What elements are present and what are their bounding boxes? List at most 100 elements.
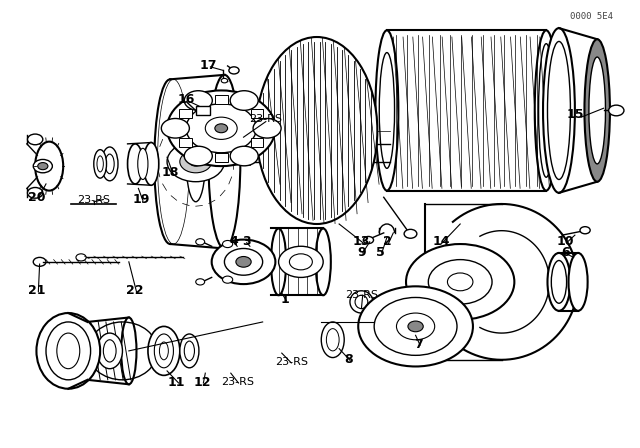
Circle shape [196,279,205,285]
Text: 20: 20 [28,191,45,204]
Ellipse shape [154,334,173,368]
Ellipse shape [103,340,116,362]
Circle shape [358,286,473,366]
Circle shape [223,276,233,283]
Text: 3: 3 [243,235,251,248]
Circle shape [428,260,492,304]
Circle shape [406,244,515,320]
Ellipse shape [209,129,221,154]
Text: 21: 21 [28,284,45,297]
Circle shape [236,257,251,267]
Ellipse shape [138,148,148,180]
Text: 23-RS: 23-RS [77,194,110,205]
Circle shape [609,105,624,116]
Ellipse shape [186,121,205,202]
Ellipse shape [148,327,180,375]
Text: 10: 10 [557,235,574,248]
Ellipse shape [143,142,159,185]
Text: 23-RS: 23-RS [345,290,378,300]
Text: 2: 2 [383,235,391,248]
Bar [215,153,228,162]
Ellipse shape [197,132,207,151]
Circle shape [580,227,590,234]
Circle shape [253,118,281,138]
Circle shape [184,91,212,110]
Circle shape [404,229,417,238]
Ellipse shape [376,30,398,190]
Circle shape [180,151,212,173]
Circle shape [289,254,312,270]
Ellipse shape [157,79,189,244]
Ellipse shape [94,150,106,178]
Ellipse shape [159,342,168,360]
Circle shape [223,241,233,248]
Ellipse shape [321,322,344,358]
Ellipse shape [225,117,250,166]
Text: 16: 16 [177,93,195,106]
Bar [215,95,228,104]
Circle shape [189,157,202,166]
Text: 9: 9 [357,246,365,259]
Ellipse shape [97,156,103,172]
Text: 5: 5 [376,246,385,259]
Text: 7: 7 [414,338,423,351]
Ellipse shape [584,39,610,182]
Circle shape [364,237,374,244]
Text: 14: 14 [433,235,450,248]
Ellipse shape [380,52,394,168]
Text: 18: 18 [161,166,179,179]
Ellipse shape [127,144,143,184]
Ellipse shape [35,142,63,190]
Ellipse shape [543,28,575,193]
Ellipse shape [568,253,588,311]
Circle shape [167,90,275,166]
Circle shape [28,134,43,145]
Text: 6: 6 [561,246,570,259]
Ellipse shape [180,334,199,368]
Circle shape [230,91,258,110]
Circle shape [33,159,52,173]
Text: 19: 19 [133,193,150,206]
Circle shape [408,321,423,332]
Ellipse shape [355,295,368,309]
Bar [251,138,264,147]
Ellipse shape [193,125,212,159]
Circle shape [447,273,473,291]
Ellipse shape [551,260,566,303]
Text: 17: 17 [200,60,217,73]
Ellipse shape [154,79,186,244]
Ellipse shape [182,127,197,156]
Bar [179,138,192,147]
Ellipse shape [535,30,557,190]
Text: 13: 13 [353,235,370,248]
Ellipse shape [105,154,114,174]
Circle shape [33,258,46,266]
Circle shape [161,118,189,138]
Ellipse shape [271,228,286,295]
Ellipse shape [101,147,118,181]
Text: 23-RS: 23-RS [221,377,253,387]
Circle shape [196,239,205,245]
Text: 15: 15 [566,108,584,121]
Circle shape [186,104,256,153]
Ellipse shape [326,329,339,351]
Circle shape [205,117,237,139]
Ellipse shape [185,134,194,150]
Ellipse shape [256,37,378,224]
Circle shape [221,78,228,83]
Ellipse shape [46,322,91,380]
Circle shape [396,313,435,340]
Circle shape [225,249,262,275]
Bar [251,109,264,118]
Circle shape [76,254,86,261]
Circle shape [184,146,212,166]
Text: 12: 12 [193,375,211,388]
Text: 8: 8 [344,353,353,366]
Circle shape [230,146,258,166]
Text: 23-RS: 23-RS [250,114,282,125]
Circle shape [374,297,457,355]
Circle shape [278,246,323,277]
Text: 1: 1 [280,293,289,306]
Ellipse shape [589,57,605,164]
Circle shape [229,67,239,74]
